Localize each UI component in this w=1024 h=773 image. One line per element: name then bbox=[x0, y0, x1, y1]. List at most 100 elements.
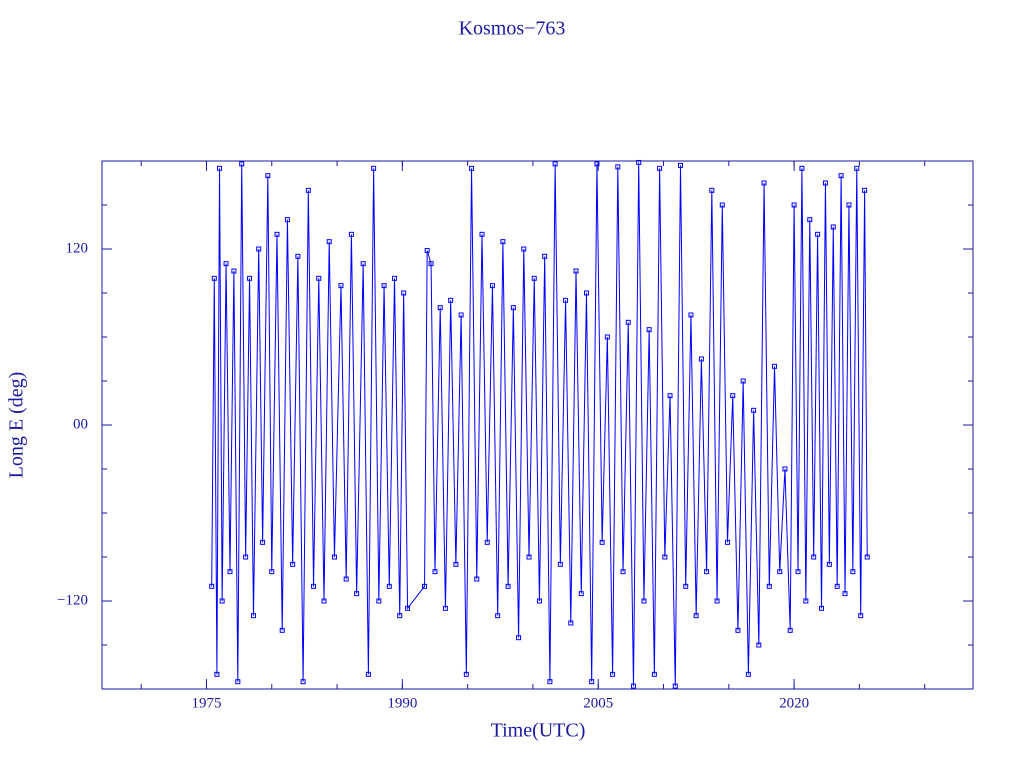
data-point bbox=[386, 583, 392, 589]
data-point bbox=[803, 598, 809, 604]
data-point bbox=[316, 275, 322, 281]
data-point bbox=[740, 378, 746, 384]
data-point bbox=[484, 539, 490, 545]
data-point bbox=[479, 231, 485, 237]
data-point bbox=[536, 598, 542, 604]
data-point bbox=[235, 679, 241, 685]
data-point bbox=[260, 539, 266, 545]
data-point bbox=[295, 253, 301, 259]
data-point bbox=[552, 161, 558, 167]
data-point bbox=[578, 591, 584, 597]
data-point bbox=[500, 239, 506, 245]
data-point bbox=[279, 627, 285, 633]
data-point bbox=[209, 583, 215, 589]
y-tick-label: 00 bbox=[73, 416, 88, 432]
data-point bbox=[269, 569, 275, 575]
data-point bbox=[636, 159, 642, 165]
data-point bbox=[437, 305, 443, 311]
data-point bbox=[223, 261, 229, 267]
data-point bbox=[401, 290, 407, 296]
data-point bbox=[646, 327, 652, 333]
data-point bbox=[594, 161, 600, 167]
data-point bbox=[838, 173, 844, 179]
data-point bbox=[392, 275, 398, 281]
data-point bbox=[256, 246, 262, 252]
data-point bbox=[811, 554, 817, 560]
x-tick-label: 2005 bbox=[583, 695, 613, 711]
data-point bbox=[348, 231, 354, 237]
data-point bbox=[745, 671, 751, 677]
data-point bbox=[217, 165, 223, 171]
data-point bbox=[791, 202, 797, 208]
data-point bbox=[526, 554, 532, 560]
data-point bbox=[688, 312, 694, 318]
data-point bbox=[300, 679, 306, 685]
data-point bbox=[563, 297, 569, 303]
data-point bbox=[858, 613, 864, 619]
data-point bbox=[428, 261, 434, 267]
data-point bbox=[772, 363, 778, 369]
data-point bbox=[714, 598, 720, 604]
data-line bbox=[211, 162, 868, 687]
data-point bbox=[589, 679, 595, 685]
data-point bbox=[376, 598, 382, 604]
data-point bbox=[381, 283, 387, 289]
data-point bbox=[397, 613, 403, 619]
data-point bbox=[326, 239, 332, 245]
data-point bbox=[311, 583, 317, 589]
data-point bbox=[725, 539, 731, 545]
data-point bbox=[777, 569, 783, 575]
data-point bbox=[521, 246, 527, 252]
x-axis-label: Time(UTC) bbox=[491, 720, 586, 742]
data-point bbox=[610, 671, 616, 677]
data-point bbox=[693, 613, 699, 619]
data-point bbox=[458, 312, 464, 318]
chart-title: Kosmos−763 bbox=[459, 18, 566, 40]
data-point bbox=[677, 162, 683, 168]
data-point bbox=[819, 605, 825, 611]
data-point bbox=[761, 180, 767, 186]
data-point bbox=[354, 591, 360, 597]
data-point bbox=[826, 561, 832, 567]
data-point bbox=[424, 247, 430, 253]
data-point bbox=[657, 165, 663, 171]
data-point bbox=[795, 569, 801, 575]
data-point bbox=[250, 613, 256, 619]
data-point bbox=[211, 275, 217, 281]
data-point bbox=[756, 642, 762, 648]
data-point bbox=[735, 627, 741, 633]
data-point bbox=[214, 671, 220, 677]
data-point bbox=[864, 554, 870, 560]
data-point bbox=[474, 576, 480, 582]
data-point bbox=[672, 683, 678, 689]
data-point bbox=[442, 605, 448, 611]
data-point bbox=[463, 671, 469, 677]
data-point bbox=[365, 671, 371, 677]
data-point bbox=[274, 231, 280, 237]
data-point bbox=[799, 165, 805, 171]
data-point bbox=[453, 561, 459, 567]
data-point bbox=[371, 165, 377, 171]
data-point bbox=[489, 283, 495, 289]
data-point bbox=[807, 217, 813, 223]
data-point bbox=[854, 165, 860, 171]
data-point bbox=[505, 583, 511, 589]
data-point bbox=[219, 598, 225, 604]
data-point bbox=[815, 231, 821, 237]
data-point bbox=[231, 268, 237, 274]
data-point bbox=[651, 671, 657, 677]
y-tick-label: −120 bbox=[57, 592, 88, 608]
data-point bbox=[510, 305, 516, 311]
data-point bbox=[469, 165, 475, 171]
data-point bbox=[290, 561, 296, 567]
data-point bbox=[305, 187, 311, 193]
data-point bbox=[448, 297, 454, 303]
data-point bbox=[842, 591, 848, 597]
data-point bbox=[227, 569, 233, 575]
data-point bbox=[604, 334, 610, 340]
data-point bbox=[516, 635, 522, 641]
data-point bbox=[620, 569, 626, 575]
data-point bbox=[422, 583, 428, 589]
data-point bbox=[704, 569, 710, 575]
x-tick-label: 2020 bbox=[779, 695, 809, 711]
